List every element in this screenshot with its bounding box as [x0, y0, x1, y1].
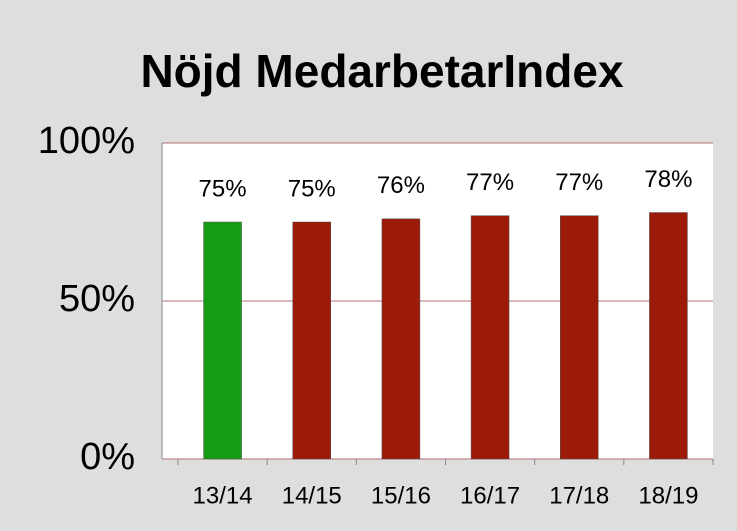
value-label: 75%: [288, 175, 336, 202]
bar: [381, 218, 421, 460]
chart-title: Nöjd MedarbetarIndex: [140, 45, 624, 97]
value-label: 75%: [199, 175, 247, 202]
y-tick-label: 100%: [38, 120, 135, 162]
x-tick-label: 13/14: [193, 482, 253, 509]
value-label: 76%: [377, 172, 425, 199]
x-tick-label: 14/15: [282, 482, 342, 509]
bar: [203, 221, 242, 460]
value-label: 77%: [555, 169, 603, 196]
bar: [470, 215, 510, 460]
x-tick-label: 16/17: [460, 482, 520, 509]
bar: [560, 215, 599, 460]
x-tick-label: 18/19: [638, 482, 698, 509]
value-label: 78%: [644, 166, 692, 193]
y-tick-label: 50%: [59, 278, 135, 320]
value-label: 77%: [466, 169, 514, 196]
x-tick-label: 15/16: [371, 482, 431, 509]
x-tick-label: 17/18: [549, 482, 609, 509]
bar: [292, 221, 331, 460]
bar: [649, 212, 688, 460]
y-tick-label: 0%: [80, 436, 135, 478]
